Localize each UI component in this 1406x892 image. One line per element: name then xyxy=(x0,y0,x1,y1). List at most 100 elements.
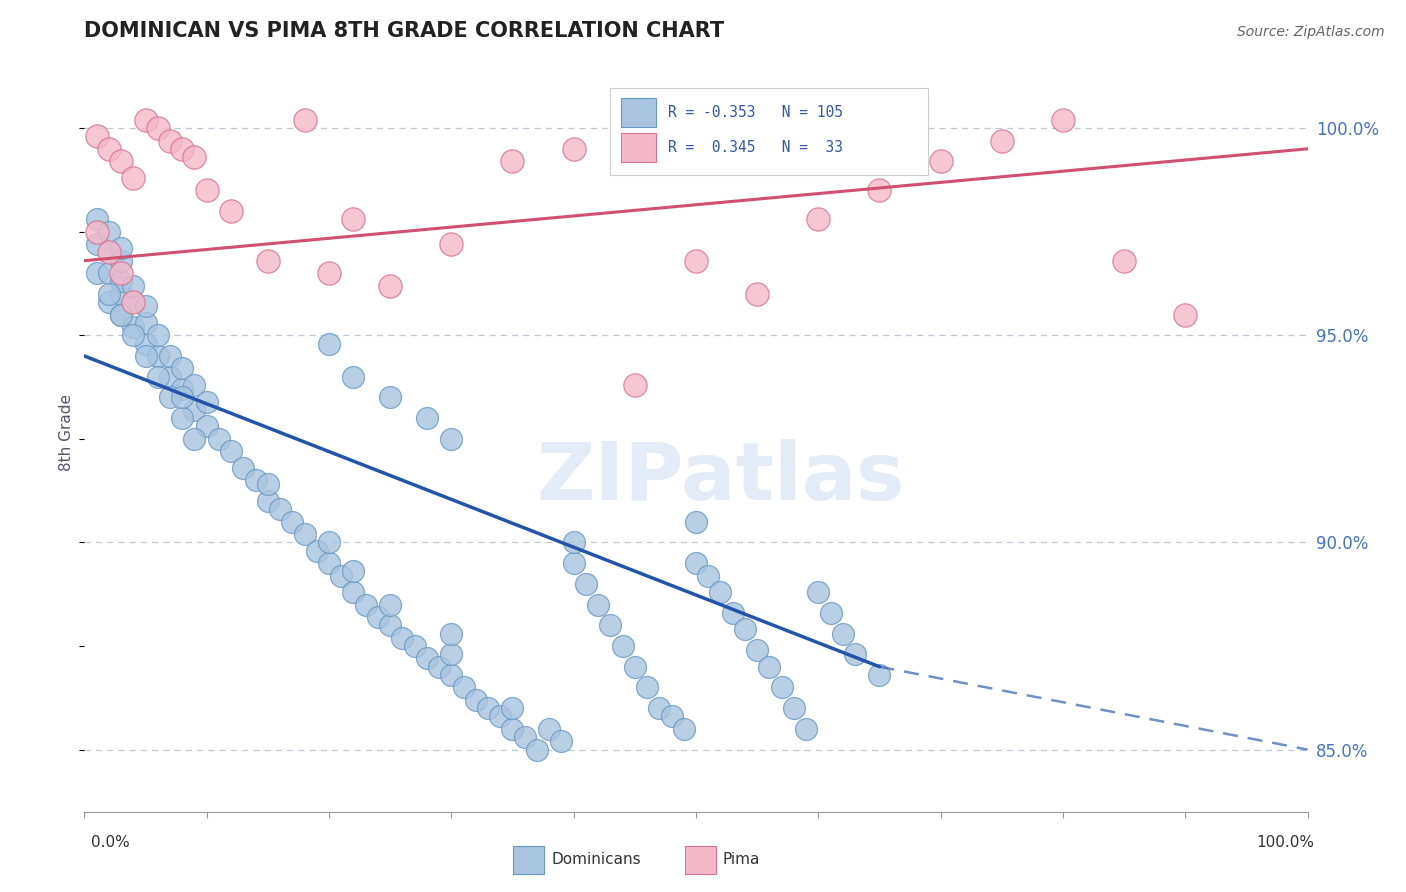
Point xyxy=(257,253,280,268)
Point xyxy=(562,142,585,156)
Text: Source: ZipAtlas.com: Source: ZipAtlas.com xyxy=(1237,25,1385,39)
Point xyxy=(110,253,132,268)
Point xyxy=(477,701,499,715)
Point xyxy=(1114,253,1136,268)
Point xyxy=(294,527,316,541)
Point xyxy=(245,473,267,487)
Point xyxy=(526,742,548,756)
Point xyxy=(135,349,157,363)
Point xyxy=(159,134,181,148)
Point xyxy=(97,225,120,239)
Point xyxy=(502,701,524,715)
Point xyxy=(110,274,132,288)
Text: R =  0.345   N =  33: R = 0.345 N = 33 xyxy=(668,140,842,155)
Point xyxy=(183,150,205,164)
Point xyxy=(831,626,853,640)
Point xyxy=(183,378,205,392)
Point xyxy=(330,568,353,582)
Point xyxy=(416,411,439,425)
Point xyxy=(97,286,120,301)
Point xyxy=(146,349,169,363)
Point xyxy=(747,643,769,657)
Point xyxy=(183,402,205,417)
Point xyxy=(391,631,413,645)
Point xyxy=(636,681,658,695)
Point xyxy=(281,515,304,529)
Point xyxy=(86,237,108,252)
Point xyxy=(747,286,769,301)
Point xyxy=(122,170,145,185)
Point xyxy=(697,568,720,582)
Point xyxy=(709,585,731,599)
Point xyxy=(172,411,194,425)
Point xyxy=(685,253,707,268)
Point xyxy=(342,212,364,227)
Point xyxy=(342,585,364,599)
Point xyxy=(624,659,647,673)
Point xyxy=(97,295,120,310)
Point xyxy=(612,639,634,653)
Text: DOMINICAN VS PIMA 8TH GRADE CORRELATION CHART: DOMINICAN VS PIMA 8TH GRADE CORRELATION … xyxy=(84,21,724,41)
Point xyxy=(550,734,572,748)
Point xyxy=(440,626,463,640)
Bar xyxy=(621,133,655,162)
Point xyxy=(318,266,340,280)
Point xyxy=(269,502,291,516)
Point xyxy=(110,241,132,255)
Point xyxy=(869,183,891,197)
Point xyxy=(440,432,463,446)
Point xyxy=(110,154,132,169)
Point xyxy=(807,585,830,599)
Point xyxy=(453,681,475,695)
Point xyxy=(464,693,486,707)
Point xyxy=(770,681,793,695)
Point xyxy=(318,556,340,570)
Point xyxy=(513,730,536,744)
Point xyxy=(318,535,340,549)
Point xyxy=(1174,308,1197,322)
Point xyxy=(440,668,463,682)
Point xyxy=(208,432,231,446)
Point xyxy=(183,432,205,446)
Point xyxy=(685,515,707,529)
Point xyxy=(416,651,439,665)
Point xyxy=(440,237,463,252)
Point xyxy=(195,394,218,409)
Point xyxy=(869,668,891,682)
Point xyxy=(440,647,463,661)
Point xyxy=(721,606,744,620)
Point xyxy=(146,328,169,343)
Point xyxy=(97,245,120,260)
Text: 100.0%: 100.0% xyxy=(1257,836,1315,850)
Text: R = -0.353   N = 105: R = -0.353 N = 105 xyxy=(668,105,842,120)
Point xyxy=(110,286,132,301)
Point xyxy=(318,336,340,351)
Point xyxy=(1052,112,1074,127)
Point xyxy=(110,266,132,280)
Point xyxy=(97,245,120,260)
Point xyxy=(172,142,194,156)
Point xyxy=(538,722,561,736)
Point xyxy=(172,382,194,396)
Point xyxy=(404,639,426,653)
Text: ZIPatlas: ZIPatlas xyxy=(536,439,904,517)
Point xyxy=(380,598,402,612)
Point xyxy=(122,295,145,310)
Point xyxy=(86,129,108,144)
Point xyxy=(783,701,806,715)
Point xyxy=(929,154,952,169)
Point xyxy=(367,610,389,624)
Point xyxy=(820,606,842,620)
Point xyxy=(172,361,194,376)
Point xyxy=(354,598,377,612)
Point xyxy=(294,112,316,127)
Point xyxy=(135,112,157,127)
Point xyxy=(86,225,108,239)
Point xyxy=(305,543,328,558)
Point xyxy=(624,378,647,392)
Point xyxy=(599,618,621,632)
Point xyxy=(97,266,120,280)
Point xyxy=(257,494,280,508)
Point xyxy=(159,349,181,363)
Point xyxy=(648,701,671,715)
